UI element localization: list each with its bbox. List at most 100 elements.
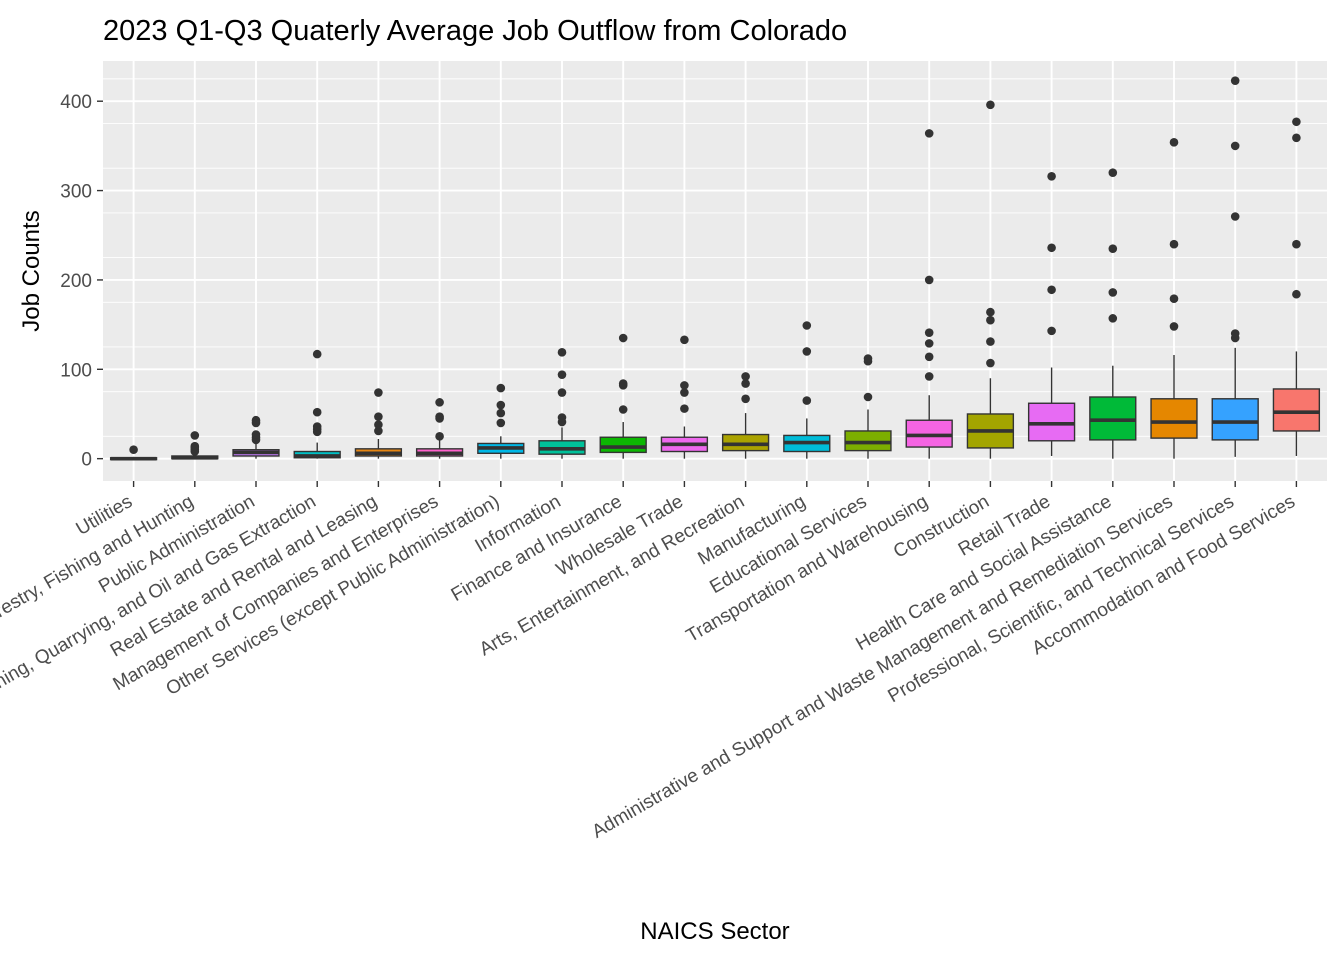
- box-group: [599, 333, 647, 459]
- outlier-point: [374, 420, 383, 430]
- outlier-point: [741, 394, 750, 404]
- y-tick-label: 400: [60, 92, 92, 113]
- gridlines: [103, 61, 1327, 481]
- outlier-point: [1108, 244, 1118, 253]
- box-group: [783, 321, 831, 459]
- outlier-point: [557, 413, 567, 422]
- outlier-point: [312, 407, 322, 417]
- box-group: [477, 383, 525, 459]
- outlier-point: [924, 339, 934, 348]
- outlier-point: [986, 315, 995, 325]
- outlier-point: [1047, 243, 1056, 253]
- outlier-point: [924, 372, 934, 381]
- outlier-point: [1292, 133, 1301, 143]
- outlier-point: [802, 321, 812, 330]
- outlier-point: [374, 412, 383, 421]
- outlier-point: [1047, 285, 1056, 295]
- outlier-point: [1169, 322, 1179, 331]
- outlier-point: [1108, 168, 1118, 178]
- outlier-point: [986, 307, 995, 317]
- outlier-point: [496, 383, 506, 393]
- outlier-point: [1047, 171, 1056, 181]
- box: [599, 436, 647, 454]
- y-tick-label: 300: [60, 182, 92, 203]
- outlier-point: [1230, 76, 1240, 85]
- outlier-point: [129, 445, 138, 455]
- outlier-point: [1292, 239, 1301, 249]
- outlier-point: [618, 333, 628, 343]
- box-group: [293, 349, 341, 459]
- box-group: [1150, 138, 1198, 459]
- outlier-point: [924, 328, 934, 337]
- outlier-point: [1169, 138, 1179, 147]
- x-axis-title: NAICS Sector: [640, 918, 789, 945]
- box-group: [109, 445, 158, 461]
- outlier-point: [1108, 314, 1118, 323]
- outlier-point: [496, 418, 506, 428]
- outlier-point: [680, 388, 689, 397]
- outlier-point: [496, 408, 506, 418]
- chart-title: 2023 Q1-Q3 Quaterly Average Job Outflow …: [103, 15, 847, 47]
- outlier-point: [1230, 212, 1240, 221]
- box-group: [232, 415, 280, 459]
- box-group: [1272, 117, 1321, 456]
- outlier-point: [374, 426, 383, 436]
- box: [1211, 398, 1259, 441]
- outlier-point: [374, 388, 383, 397]
- outlier-point: [557, 348, 567, 357]
- outlier-point: [863, 392, 873, 402]
- y-axis: 0 100 200 300 400: [60, 92, 103, 471]
- outlier-point: [435, 398, 444, 407]
- outlier-point: [924, 129, 934, 138]
- outlier-point: [924, 275, 934, 285]
- outlier-point: [496, 400, 506, 410]
- outlier-point: [986, 100, 995, 110]
- box: [1150, 398, 1198, 439]
- outlier-point: [251, 415, 261, 425]
- outlier-point: [557, 370, 567, 379]
- outlier-point: [435, 432, 444, 441]
- outlier-point: [190, 431, 200, 440]
- outlier-point: [680, 381, 689, 390]
- y-tick-label: 0: [81, 450, 92, 471]
- outlier-point: [802, 347, 812, 356]
- box: [1272, 388, 1321, 432]
- outlier-point: [1230, 141, 1240, 151]
- outlier-point: [312, 422, 322, 431]
- outlier-point: [986, 337, 995, 346]
- box-group: [538, 348, 586, 459]
- outlier-point: [1108, 288, 1118, 297]
- outlier-point: [741, 379, 750, 388]
- box-group: [1089, 168, 1137, 459]
- box-group: [415, 398, 464, 459]
- box-group: [905, 129, 953, 459]
- boxes: [109, 76, 1321, 461]
- outlier-point: [1047, 326, 1056, 336]
- y-tick-label: 200: [60, 271, 92, 292]
- outlier-point: [312, 349, 322, 359]
- outlier-point: [1292, 117, 1301, 127]
- outlier-point: [986, 358, 995, 368]
- outlier-point: [1230, 329, 1240, 338]
- outlier-point: [251, 430, 261, 439]
- outlier-point: [680, 335, 689, 345]
- outlier-point: [924, 352, 934, 362]
- outlier-point: [1169, 294, 1179, 304]
- outlier-point: [618, 379, 628, 388]
- outlier-point: [618, 405, 628, 414]
- y-axis-title: Job Counts: [18, 210, 45, 331]
- y-tick-label: 100: [60, 360, 92, 381]
- outlier-point: [190, 441, 200, 451]
- box-group: [171, 431, 219, 460]
- outlier-point: [802, 396, 812, 405]
- outlier-point: [741, 372, 750, 381]
- outlier-point: [435, 412, 444, 421]
- x-axis: UtilitiesAgriculture, Forestry, Fishing …: [0, 481, 1299, 843]
- box-group: [1027, 171, 1076, 456]
- box-group: [1211, 76, 1259, 457]
- box-group: [660, 335, 709, 459]
- outlier-point: [557, 388, 567, 397]
- box-group: [844, 354, 892, 459]
- box-group: [721, 372, 770, 459]
- outlier-point: [1292, 289, 1301, 299]
